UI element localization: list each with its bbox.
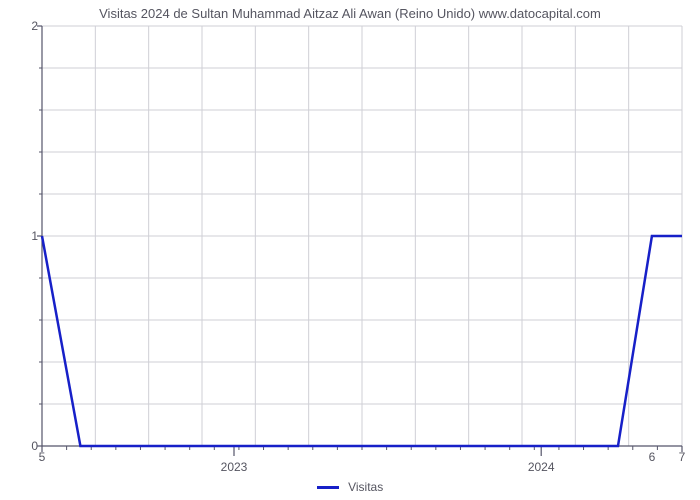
x-tick-end-2: 7 [679,450,686,464]
ticks [37,26,682,456]
x-tick-end-1: 6 [649,450,656,464]
chart-svg [0,0,700,500]
x-tick-start: 5 [39,450,46,464]
chart-container: Visitas 2024 de Sultan Muhammad Aitzaz A… [0,0,700,500]
legend-swatch [317,486,339,489]
grid [42,26,682,446]
legend: Visitas [0,480,700,494]
x-year-0: 2023 [221,460,248,474]
x-year-1: 2024 [528,460,555,474]
legend-label: Visitas [348,480,383,494]
